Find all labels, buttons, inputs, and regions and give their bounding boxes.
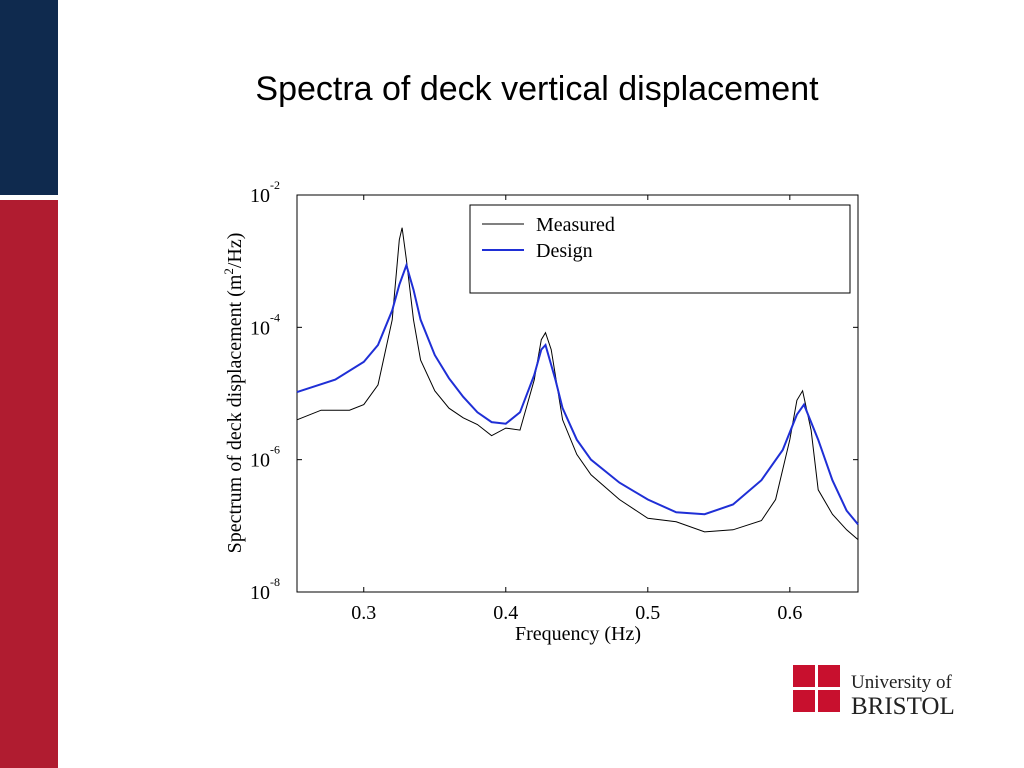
y-tick-exponent: -2 (270, 178, 280, 192)
logo-line2: BRISTOL (851, 693, 955, 720)
x-axis-label: Frequency (Hz) (515, 623, 641, 645)
legend-label: Design (536, 240, 593, 262)
side-bar-navy (0, 0, 58, 195)
y-axis-label-text: Spectrum of deck displacement (m (224, 274, 246, 553)
y-tick-label: 10-6 (250, 443, 280, 472)
side-bar-red (0, 200, 58, 768)
y-tick-exponent: -6 (270, 443, 280, 457)
x-tick-label: 0.5 (635, 602, 660, 624)
legend-box (469, 204, 851, 294)
plot-frame (296, 194, 859, 593)
logo-square (818, 690, 840, 712)
logo-line1: University of (851, 672, 952, 693)
slide-title: Spectra of deck vertical displacement (255, 70, 819, 108)
y-tick-label: 10-4 (250, 310, 280, 339)
series-line (296, 261, 859, 526)
y-tick-base: 10 (250, 450, 270, 472)
y-tick-exponent: -8 (270, 575, 280, 589)
x-tick-label: 0.3 (351, 602, 376, 624)
y-tick-base: 10 (250, 582, 270, 604)
series-line (296, 227, 859, 540)
x-tick-label: 0.4 (493, 602, 518, 624)
legend-label: Measured (536, 214, 615, 236)
logo-square (818, 665, 840, 687)
x-tick-label: 0.6 (777, 602, 802, 624)
y-tick-label: 10-8 (250, 575, 280, 604)
logo: University of BRISTOL (793, 665, 955, 720)
y-axis-label-sup: 2 (221, 268, 236, 275)
y-tick-exponent: -4 (270, 310, 280, 324)
y-tick-base: 10 (250, 185, 270, 207)
y-axis-label: Spectrum of deck displacement (m2/Hz) (221, 233, 246, 554)
y-tick-base: 10 (250, 317, 270, 339)
y-axis-label-end: /Hz) (224, 233, 246, 269)
logo-square (793, 665, 815, 687)
y-tick-label: 10-2 (250, 178, 280, 207)
logo-square (793, 690, 815, 712)
